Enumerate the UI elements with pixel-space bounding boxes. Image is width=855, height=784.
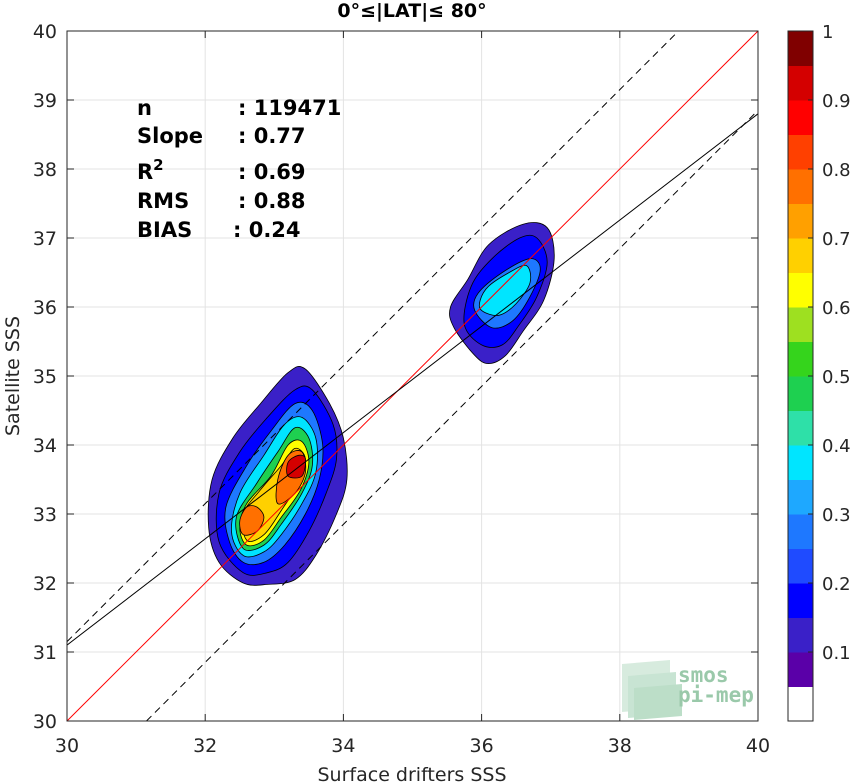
reference-lines [66,30,759,722]
y-tick-label: 32 [33,573,57,595]
y-tick-label: 38 [33,159,57,181]
colorbar-segment [788,583,813,618]
colorbar-segment [788,686,813,722]
chart-title: 0°≤|LAT|≤ 80° [337,0,486,22]
y-tick-label: 35 [33,366,57,388]
stat-value: : 119471 [238,96,341,120]
colorbar-tick-label: 0.4 [822,436,851,457]
stat-label: n [137,96,152,120]
upper-bound-line [66,30,679,643]
colorbar-tick-label: 0.3 [822,505,851,526]
x-tick-label: 38 [608,735,632,757]
colorbar-segment [788,479,813,515]
smos-pi-mep-logo: smos pi-mep [622,660,754,720]
stat-label: BIAS [137,218,192,242]
y-tick-label: 31 [33,642,57,664]
colorbar-segment [788,548,813,584]
stat-value: : 0.77 [238,124,306,148]
lower-bound-line [146,109,759,722]
fit-line [66,113,759,646]
colorbar-segment [788,341,813,377]
colorbar-segment [788,514,813,549]
colorbar-segment [788,100,813,135]
colorbar-tick-label: 0.6 [822,298,851,319]
contour-level-0-4 [478,264,532,316]
colorbar-segment [788,445,813,480]
logo-text-line2: pi-mep [678,683,754,707]
colorbar-segment [788,652,813,687]
y-tick-label: 39 [33,90,57,112]
colorbar: 0.1 0.2 0.3 0.4 0.5 0.6 0.7 0.8 0.9 1 [787,22,851,722]
stat-value: : 0.69 [238,160,306,184]
x-tick-label: 32 [193,735,217,757]
logo-mark-icon [622,660,682,720]
colorbar-tick-label: 0.9 [822,91,851,112]
colorbar-tick-label: 1 [822,22,833,43]
logo-text-line1: smos [678,663,729,687]
y-axis-label: Satellite SSS [2,316,24,436]
colorbar-segment [788,376,813,411]
colorbar-segment [788,134,813,170]
colorbar-tick-label: 0.1 [822,643,851,664]
colorbar-tick-label: 0.5 [822,367,851,388]
colorbar-segment [788,307,813,342]
y-tick-label: 34 [33,435,57,457]
colorbar-segment [788,238,813,273]
x-tick-label: 30 [55,735,79,757]
density-contours [207,222,555,586]
colorbar-segment [788,203,813,239]
colorbar-segment [788,272,813,308]
colorbar-tick-label: 0.2 [822,574,851,595]
stat-label-superscript: 2 [153,156,163,174]
colorbar-tick-label: 0.8 [822,160,851,181]
colorbar-tick-label: 0.7 [822,229,851,250]
y-tick-label: 33 [33,504,57,526]
colorbar-segment [788,617,813,653]
y-tick-label: 30 [33,711,57,733]
stat-label: RMS [137,189,189,213]
y-tick-label: 36 [33,297,57,319]
colorbar-segment [788,410,813,446]
y-tick-label: 40 [33,21,57,43]
stat-label: Slope [137,124,203,148]
stat-value: : 0.24 [233,218,301,242]
colorbar-segment [788,169,813,204]
x-axis-label: Surface drifters SSS [318,764,507,784]
identity-line [66,30,759,722]
x-tick-label: 34 [331,735,355,757]
y-tick-label: 37 [33,228,57,250]
stats-box: n : 119471 Slope : 0.77 R2 : 0.69 RMS : 0.88 BIA… [137,96,341,242]
x-tick-label: 40 [746,735,770,757]
colorbar-segment [788,31,813,66]
colorbar-segment [788,65,813,101]
stat-value: : 0.88 [238,189,306,213]
axis-ticks: 30 32 34 36 38 40 30 31 32 33 34 35 36 37 38 39 40 [33,21,770,757]
x-tick-label: 36 [470,735,494,757]
stat-label: R2 [137,156,164,184]
